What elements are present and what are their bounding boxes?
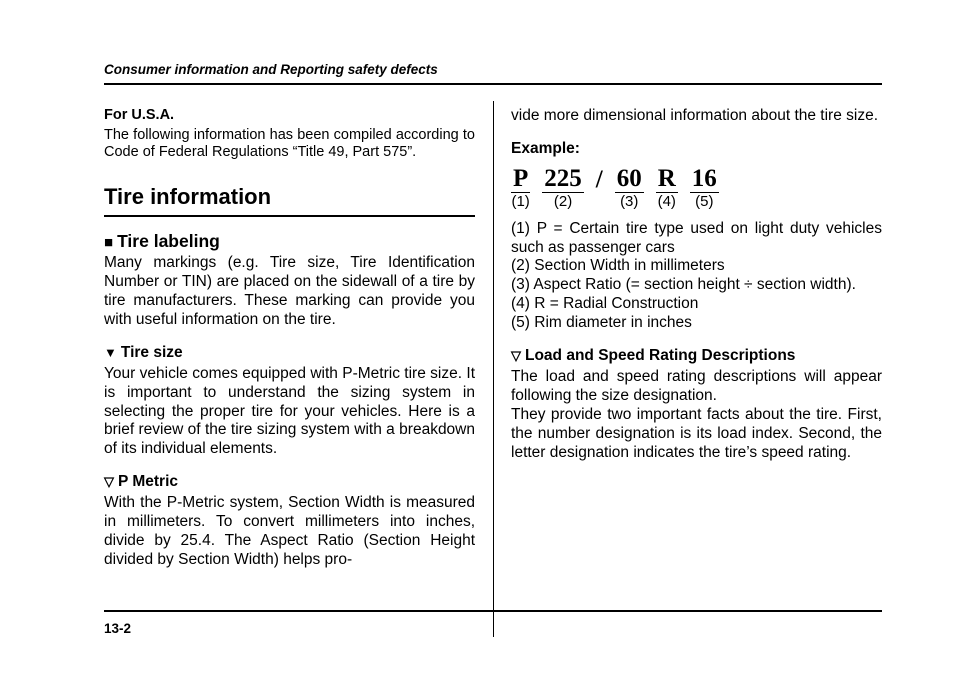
hollow-down-triangle-icon: ▽ (511, 348, 521, 363)
subheading-tire-size: ▼ Tire size (104, 344, 475, 363)
tire-code-part: R (4) (656, 165, 678, 212)
bottom-rule (104, 610, 882, 612)
filled-square-icon: ■ (104, 234, 113, 251)
two-column-layout: For U.S.A. The following information has… (104, 107, 882, 647)
tire-labeling-paragraph: Many markings (e.g. Tire size, Tire Iden… (104, 254, 475, 330)
page-header: Consumer information and Reporting safet… (104, 62, 882, 85)
definitions-block: (1) P = Certain tire type used on light … (511, 220, 882, 333)
document-page: Consumer information and Reporting safet… (0, 0, 954, 674)
p-metric-paragraph: With the P-Metric system, Section Width … (104, 494, 475, 570)
tire-labeling-label: Tire labeling (117, 231, 220, 251)
tire-code-value: R (656, 165, 678, 194)
slash-separator: / (596, 165, 603, 196)
tire-code-value: 16 (690, 165, 719, 194)
tire-size-paragraph: Your vehicle comes equipped with P-Metri… (104, 365, 475, 460)
tire-code-index: (2) (554, 193, 572, 211)
load-speed-label: Load and Speed Rating Descriptions (525, 347, 795, 364)
filled-down-triangle-icon: ▼ (104, 345, 117, 360)
continuation-paragraph: vide more dimensional information about … (511, 107, 882, 126)
hollow-down-triangle-icon: ▽ (104, 474, 114, 489)
tire-code-index: (3) (620, 193, 638, 211)
subheading-p-metric: ▽ P Metric (104, 473, 475, 492)
subsection-heading-tire-labeling: ■Tire labeling (104, 231, 475, 252)
column-divider (493, 101, 494, 637)
definition-item: (2) Section Width in millimeters (511, 257, 882, 276)
definition-item: (5) Rim diameter in inches (511, 314, 882, 333)
tire-code-part: 225 (2) (542, 165, 584, 212)
tire-code-value: 60 (615, 165, 644, 194)
left-column: For U.S.A. The following information has… (104, 107, 493, 647)
definition-item: (1) P = Certain tire type used on light … (511, 220, 882, 258)
tire-code-index: (1) (511, 193, 529, 211)
p-metric-label: P Metric (118, 473, 178, 490)
section-heading-tire-information: Tire information (104, 184, 475, 217)
subheading-load-speed: ▽ Load and Speed Rating Descriptions (511, 347, 882, 366)
usa-heading: For U.S.A. (104, 107, 475, 125)
definition-item: (3) Aspect Ratio (= section height ÷ sec… (511, 276, 882, 295)
tire-code-value: 225 (542, 165, 584, 194)
right-column: vide more dimensional information about … (493, 107, 882, 647)
tire-size-label: Tire size (121, 344, 183, 361)
tire-code-index: (5) (695, 193, 713, 211)
tire-code-part: 16 (5) (690, 165, 719, 212)
load-speed-paragraph-1: The load and speed rating descriptions w… (511, 368, 882, 406)
tire-code-index: (4) (658, 193, 676, 211)
tire-code-example: P (1) 225 (2) / 60 (3) R (4) (511, 165, 882, 212)
definition-item: (4) R = Radial Construction (511, 295, 882, 314)
page-number: 13-2 (104, 621, 131, 636)
example-label: Example: (511, 140, 882, 159)
usa-paragraph: The following information has been compi… (104, 127, 475, 162)
tire-code-part: P (1) (511, 165, 530, 212)
tire-code-part: 60 (3) (615, 165, 644, 212)
tire-code-value: P (511, 165, 530, 194)
load-speed-paragraph-2: They provide two important facts about t… (511, 406, 882, 463)
tire-code-row: P (1) 225 (2) / 60 (3) R (4) (511, 165, 882, 212)
